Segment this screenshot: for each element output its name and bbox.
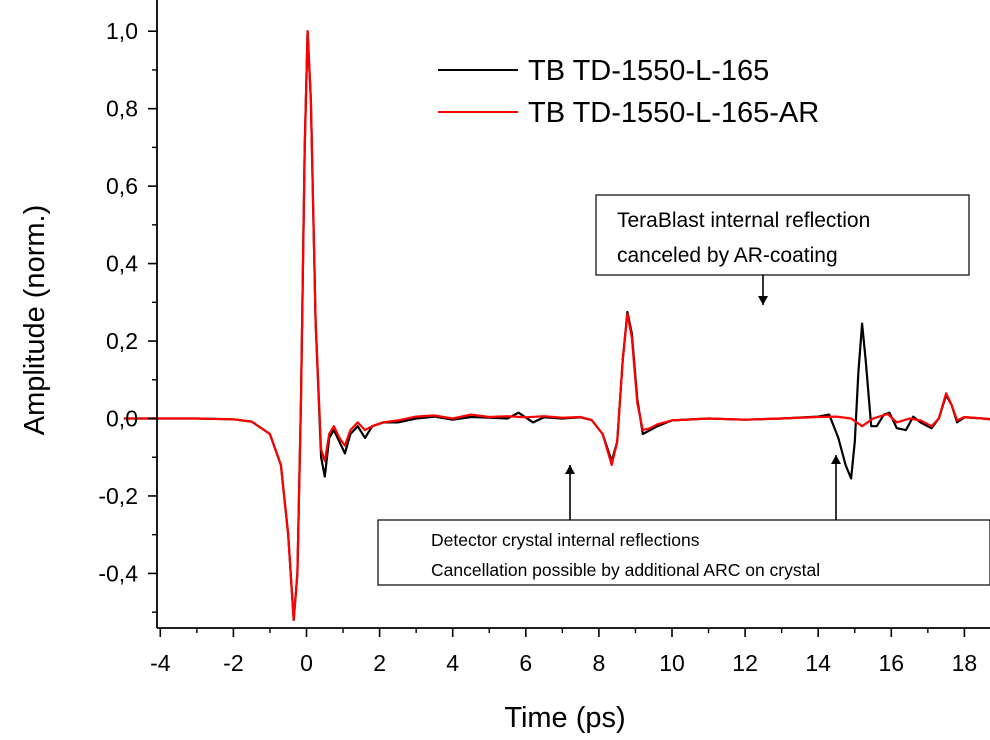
legend-label-series-1: TB TD-1550-L-165 [528,55,769,87]
x-tick-label: -2 [223,650,243,676]
legend: TB TD-1550-L-165 TB TD-1550-L-165-AR [438,55,819,129]
annotation-detector: Detector crystal internal reflections Ca… [377,455,990,586]
y-tick-label: -0,2 [98,483,138,509]
x-tick-label: 8 [593,650,606,676]
annotation-terablast-line-2: canceled by AR-coating [617,244,838,267]
y-tick-label: 0,6 [106,173,138,199]
x-tick-label: 0 [300,650,313,676]
annotation-terablast: TeraBlast internal reflection canceled b… [595,194,970,305]
y-tick-label: -0,4 [98,560,138,586]
annotation-terablast-line-1: TeraBlast internal reflection [617,209,870,232]
x-tick-label: 6 [519,650,532,676]
x-axis-title: Time (ps) [504,702,625,734]
annotation-detector-line-2: Cancellation possible by additional ARC … [431,560,820,580]
series-line-2 [123,30,990,621]
x-tick-label: 16 [879,650,905,676]
y-tick-label: 0,4 [106,251,138,277]
x-tick-label: 4 [446,650,459,676]
x-tick-label: 10 [659,650,685,676]
annotation-detector-line-1: Detector crystal internal reflections [431,530,700,550]
y-tick-label: 0,2 [106,328,138,354]
x-tick-label: 18 [952,650,978,676]
y-tick-label: 1,0 [106,18,138,44]
y-axis-ticks: -0,4 -0,2 0,0 0,2 0,4 0,6 0,8 1,0 [98,18,157,613]
plot-area [123,30,990,621]
annotation-box-terablast [595,194,970,276]
y-axis-title: Amplitude (norm.) [19,205,51,435]
x-tick-label: 2 [373,650,386,676]
y-tick-label: 0,0 [106,406,138,432]
x-axis-ticks: -4-20246810121416182022 [150,628,978,676]
annotation-box-detector [377,519,990,586]
x-tick-label: 14 [805,650,831,676]
y-tick-label: 0,8 [106,96,138,122]
legend-label-series-2: TB TD-1550-L-165-AR [528,97,819,129]
x-tick-label: -4 [150,650,171,676]
x-tick-label: 12 [732,650,758,676]
